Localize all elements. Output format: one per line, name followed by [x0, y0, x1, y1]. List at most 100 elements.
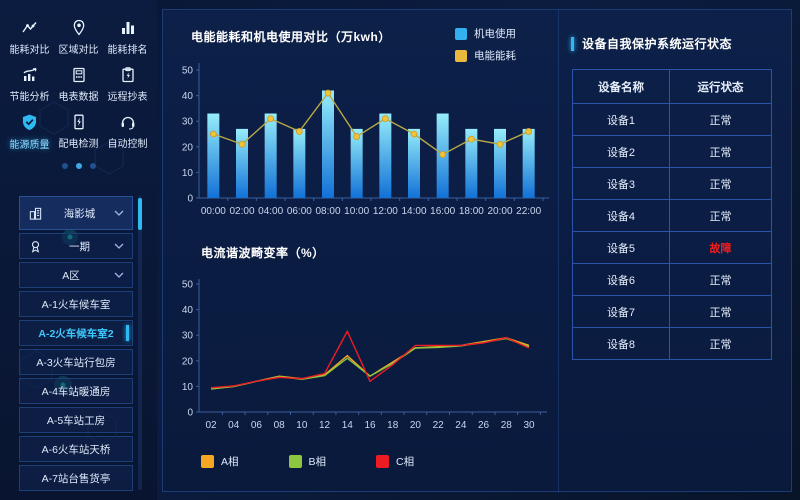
table-row: 设备6 正常: [572, 263, 772, 296]
svg-text:02:00: 02:00: [229, 206, 254, 217]
tree-item-7[interactable]: A-4车站暖通房: [19, 378, 133, 404]
svg-text:0: 0: [187, 194, 193, 205]
bottom-chart-legend: A相 B相 C相: [201, 454, 414, 469]
table-header-row: 设备名称 运行状态: [572, 69, 772, 104]
svg-text:12:00: 12:00: [373, 206, 398, 217]
module-energy-quality[interactable]: 能源质量: [5, 110, 54, 157]
device-status-cell: 正常: [669, 263, 772, 296]
tree-item-10[interactable]: A-7站台售货亭: [19, 465, 133, 491]
module-meter-data[interactable]: 电表数据: [54, 63, 103, 110]
device-name-cell: 设备7: [572, 295, 670, 328]
tree-item-6[interactable]: A-3火车站行包房: [19, 349, 133, 375]
module-grid: 能耗对比 区域对比 能耗排名 节能分析: [5, 16, 152, 157]
svg-text:20: 20: [410, 420, 422, 431]
svg-text:12: 12: [319, 420, 331, 431]
sidebar: 能耗对比 区域对比 能耗排名 节能分析: [0, 0, 157, 500]
pagination-dot[interactable]: [89, 163, 96, 169]
svg-text:04:00: 04:00: [258, 206, 283, 217]
column-header-device-name: 设备名称: [572, 69, 670, 104]
module-remote-reading[interactable]: 远程抄表: [103, 63, 152, 110]
panel-title-text: 设备自我保护系统运行状态: [582, 37, 733, 51]
tree-item-5[interactable]: A-2火车候车室2: [19, 320, 133, 346]
tree-item-3[interactable]: A区: [19, 262, 133, 288]
svg-text:10: 10: [182, 382, 194, 393]
svg-text:06:00: 06:00: [287, 206, 312, 217]
table-row: 设备2 正常: [572, 135, 772, 168]
device-table-body: 设备1 正常 设备2 正常 设备3 正常 设备4 正常 设备5 故障 设备6 正常 设备7 正常 设备8 正常: [572, 103, 772, 360]
table-row: 设备8 正常: [572, 327, 772, 360]
svg-text:14:00: 14:00: [401, 206, 426, 217]
module-label: 自动控制: [107, 139, 148, 150]
tree-item-label: A-4车站暖通房: [41, 385, 111, 398]
device-status-table: 设备名称 运行状态 设备1 正常 设备2 正常 设备3 正常 设备4 正常 设备5 故障 设备6 正常…: [572, 69, 772, 360]
legend-item-energy-consumption[interactable]: 电能能耗: [455, 48, 516, 63]
tree-item-9[interactable]: A-6火车站天桥: [19, 436, 133, 462]
bottom-chart-title: 电流谐波畸变率（%）: [201, 246, 325, 260]
svg-text:00:00: 00:00: [201, 206, 226, 217]
chevron-down-icon: [114, 243, 124, 249]
auto-control-icon: [121, 116, 134, 130]
device-status-cell: 正常: [669, 199, 772, 232]
svg-text:22:00: 22:00: [516, 206, 541, 217]
legend-item-phase-c[interactable]: C相: [376, 454, 414, 469]
device-status-cell: 正常: [669, 135, 772, 168]
tree-item-label: A区: [62, 269, 80, 282]
svg-text:20: 20: [182, 142, 194, 153]
tree-item-label: A-2火车候车室2: [38, 327, 114, 340]
svg-text:10:00: 10:00: [344, 206, 369, 217]
device-name-cell: 设备2: [572, 135, 670, 168]
tree-item-label: A-5车站工房: [46, 414, 106, 427]
ranking-bars-icon: [121, 22, 134, 34]
device-status-cell: 正常: [669, 327, 772, 360]
legend-label: A相: [221, 456, 239, 468]
chevron-down-icon: [114, 210, 124, 216]
svg-text:14: 14: [342, 420, 354, 431]
pagination-dot-active[interactable]: [75, 163, 82, 169]
legend-swatch: [455, 27, 467, 40]
module-region-compare[interactable]: 区域对比: [54, 16, 103, 63]
legend-item-machine-usage[interactable]: 机电使用: [455, 26, 516, 41]
legend-swatch: [376, 455, 390, 468]
table-row: 设备1 正常: [572, 103, 772, 136]
tree-item-4[interactable]: A-1火车候车室: [19, 291, 133, 317]
legend-swatch: [455, 49, 467, 62]
tree-item-8[interactable]: A-5车站工房: [19, 407, 133, 433]
table-row: 设备3 正常: [572, 167, 772, 200]
tree: 海影城一期 A区 A-1火车候车室 A-2火车候车室2 A-3火车站行包房 A-4车站暖通…: [19, 196, 133, 494]
pagination-dot[interactable]: [61, 163, 68, 169]
svg-text:16:00: 16:00: [430, 206, 455, 217]
svg-text:30: 30: [523, 420, 535, 431]
tree-item-label: A-3火车站行包房: [36, 356, 116, 369]
clipboard-icon: [121, 67, 134, 83]
svg-text:08: 08: [274, 420, 286, 431]
module-distribution-check[interactable]: 配电检测: [54, 110, 103, 157]
scrollbar-thumb[interactable]: [138, 198, 142, 230]
module-label: 配电检测: [58, 139, 99, 150]
table-row: 设备7 正常: [572, 295, 772, 328]
tree-scrollbar[interactable]: [138, 196, 142, 490]
svg-text:26: 26: [478, 420, 490, 431]
svg-text:40: 40: [182, 91, 194, 102]
module-pagination: [0, 163, 157, 169]
svg-text:50: 50: [182, 66, 194, 77]
module-label: 能耗排名: [107, 45, 148, 56]
building-icon: [29, 207, 42, 220]
medal-icon: [31, 240, 40, 253]
module-energy-ranking[interactable]: 能耗排名: [103, 16, 152, 63]
svg-text:16: 16: [364, 420, 376, 431]
svg-text:02: 02: [205, 420, 217, 431]
device-name-cell: 设备6: [572, 263, 670, 296]
tree-item-1[interactable]: 海影城: [19, 196, 133, 230]
tree-item-2[interactable]: 一期: [19, 233, 133, 259]
legend-item-phase-b[interactable]: B相: [288, 454, 326, 469]
module-saving-analysis[interactable]: 节能分析: [5, 63, 54, 110]
distribution-check-icon: [73, 114, 84, 130]
module-label: 节能分析: [9, 92, 50, 103]
svg-text:30: 30: [182, 117, 194, 128]
module-auto-control[interactable]: 自动控制: [103, 110, 152, 157]
module-energy-compare[interactable]: 能耗对比: [5, 16, 54, 63]
table-row: 设备4 正常: [572, 199, 772, 232]
tree-item-label: A-7站台售货亭: [41, 472, 111, 485]
harmonic-line-chart: 0 10 20 30 40 50 02 04 06 08 10 12 14 16 18 20 22 24 26 28 3…: [182, 279, 547, 431]
legend-item-phase-a[interactable]: A相: [201, 454, 239, 469]
